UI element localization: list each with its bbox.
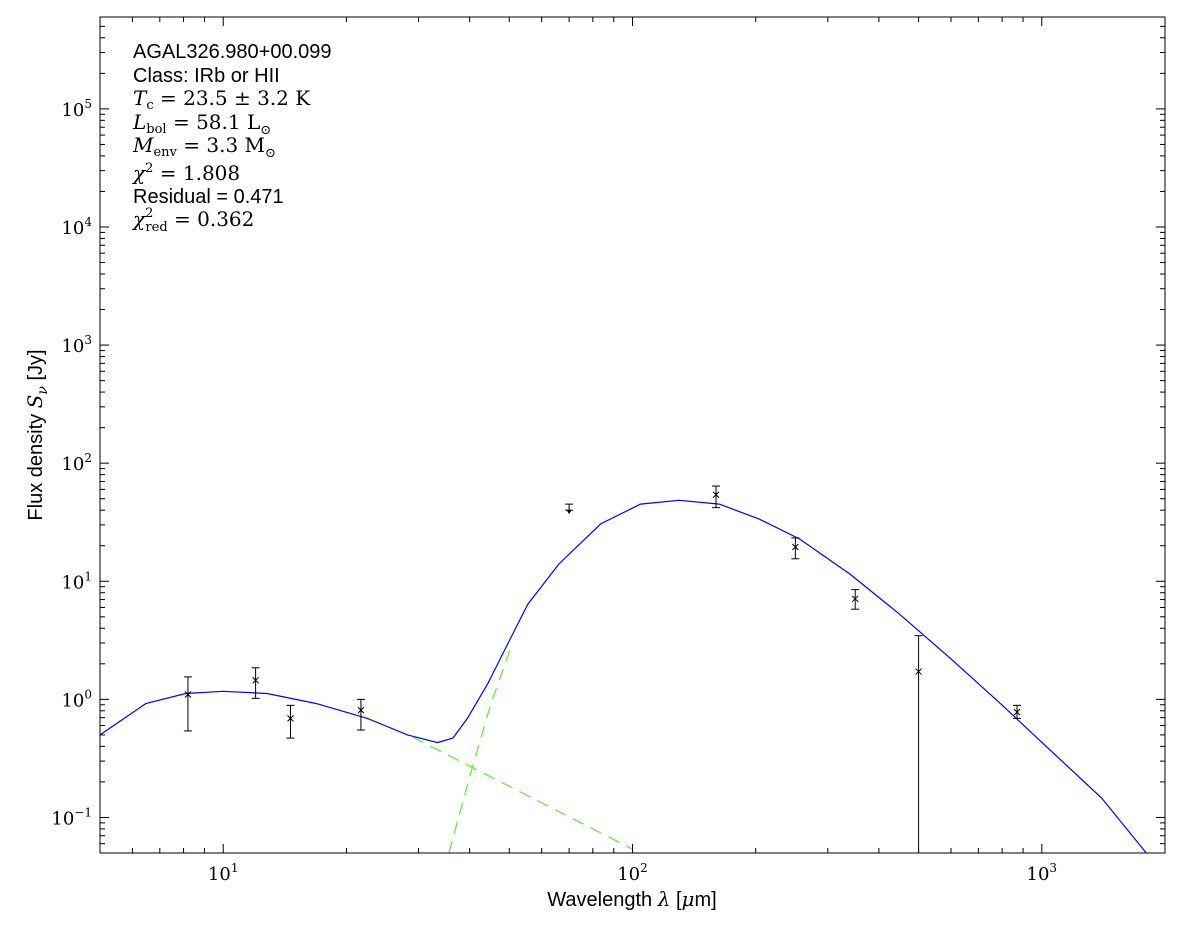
y-tick-label: 105 (61, 97, 92, 121)
component-curve (448, 646, 512, 853)
x-tick-label: 102 (617, 861, 648, 885)
y-tick-label: 104 (61, 215, 92, 239)
reduced-chi-squared-annotation: χ2 red = 0.362 (131, 206, 254, 235)
tick-labels: 101 102 103 105 104 103 102 101 100 10−1 (51, 97, 1057, 885)
y-tick-label: 103 (61, 333, 92, 357)
data-point (286, 704, 295, 739)
point-marker (851, 595, 859, 603)
point-marker (792, 543, 799, 551)
point-marker (712, 491, 720, 499)
data-point (791, 537, 800, 560)
x-tick-label: 103 (1027, 861, 1058, 885)
point-marker (915, 668, 922, 675)
x-axis-label: Wavelength λ [μm] (547, 887, 716, 911)
y-tick-label: 101 (61, 569, 92, 593)
data-point (851, 589, 860, 610)
mass-annotation: Menv = 3.3 M⊙ (132, 133, 276, 161)
temperature-annotation: Tc = 23.5 ± 3.2 K (133, 86, 311, 113)
model-curves (100, 499, 1147, 853)
source-name: AGAL326.980+00.099 (133, 41, 332, 63)
source-class: Class: IRb or HII (133, 65, 280, 87)
y-tick-label: 100 (61, 687, 92, 711)
y-tick-label: 102 (61, 451, 92, 475)
point-marker (1013, 708, 1021, 716)
data-points (183, 485, 1022, 853)
chi-squared-annotation: χ2 = 1.808 (131, 161, 240, 185)
point-marker (357, 706, 365, 714)
upper-limit-arrow (566, 510, 572, 515)
data-point (1013, 704, 1022, 719)
residual-annotation: Residual = 0.471 (133, 186, 284, 208)
data-point (356, 698, 365, 731)
point-marker (252, 676, 259, 684)
x-tick-label: 101 (208, 861, 239, 885)
data-point (712, 485, 721, 509)
total-model-curve (100, 499, 1147, 853)
data-point (183, 676, 192, 732)
component-curve (412, 736, 633, 850)
axis-ticks (99, 16, 1166, 854)
data-point (914, 635, 923, 853)
y-axis-label: Flux density Sν [Jy] (23, 349, 51, 520)
y-tick-label: 10−1 (51, 805, 92, 829)
data-point (565, 503, 574, 515)
luminosity-annotation: Lbol = 58.1 L⊙ (132, 110, 271, 138)
point-marker (184, 691, 192, 698)
data-point (251, 667, 260, 699)
fit-annotations: AGAL326.980+00.099 Class: IRb or HII Tc … (131, 41, 332, 235)
point-marker (287, 715, 294, 722)
